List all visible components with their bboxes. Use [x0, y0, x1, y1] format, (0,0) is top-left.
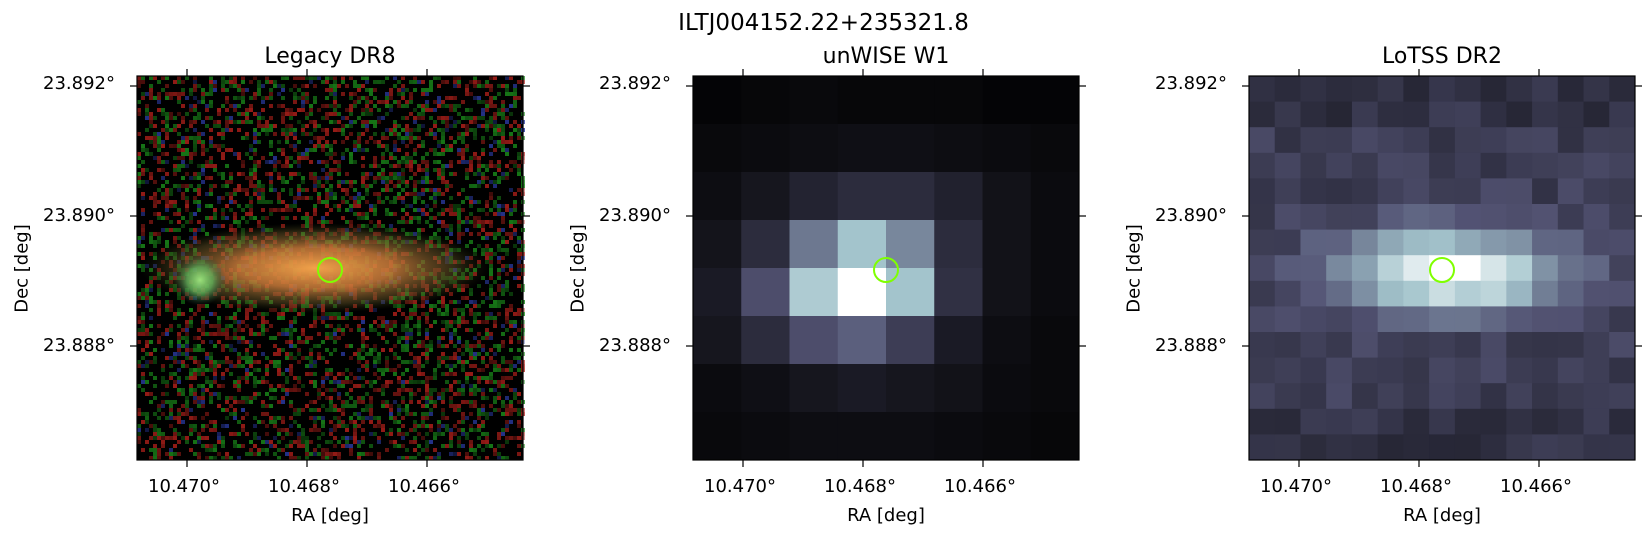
lotss-ytick-2: 23.890° — [1155, 205, 1227, 226]
lotss-xtick-2: 10.468° — [1380, 476, 1452, 497]
panel-unwise-title: unWISE W1 — [822, 44, 950, 69]
lotss-xtick-1: 10.470° — [1260, 476, 1332, 497]
unwise-ytick-3: 23.888° — [599, 335, 671, 356]
legacy-ytick-2: 23.890° — [43, 205, 115, 226]
source-marker-lotss — [1429, 257, 1455, 283]
legacy-ytick-1: 23.892° — [43, 73, 115, 94]
legacy-image — [136, 75, 525, 461]
unwise-ytick-1: 23.892° — [599, 73, 671, 94]
axis-ticks — [130, 69, 1642, 467]
figure-title: ILTJ004152.22+235321.8 — [678, 10, 969, 36]
legacy-xtick-1: 10.470° — [148, 476, 220, 497]
legacy-xtick-2: 10.468° — [268, 476, 340, 497]
unwise-xtick-2: 10.468° — [824, 476, 896, 497]
unwise-image — [692, 75, 1080, 461]
lotss-xlabel: RA [deg] — [1403, 505, 1481, 526]
source-marker-unwise — [873, 257, 899, 283]
green-source — [174, 254, 226, 306]
lotss-ytick-1: 23.892° — [1155, 73, 1227, 94]
lotss-ytick-3: 23.888° — [1155, 335, 1227, 356]
lotss-image — [1248, 75, 1636, 461]
source-marker-legacy — [317, 257, 343, 283]
unwise-ytick-2: 23.890° — [599, 205, 671, 226]
legacy-xtick-3: 10.466° — [388, 476, 460, 497]
lotss-xtick-3: 10.466° — [1500, 476, 1572, 497]
unwise-xlabel: RA [deg] — [847, 505, 925, 526]
legacy-xlabel: RA [deg] — [291, 505, 369, 526]
panel-lotss-title: LoTSS DR2 — [1382, 44, 1502, 69]
unwise-xtick-1: 10.470° — [704, 476, 776, 497]
unwise-xtick-3: 10.466° — [944, 476, 1016, 497]
galaxy-glow — [140, 223, 490, 313]
panel-legacy-title: Legacy DR8 — [264, 44, 396, 69]
legacy-ytick-3: 23.888° — [43, 335, 115, 356]
